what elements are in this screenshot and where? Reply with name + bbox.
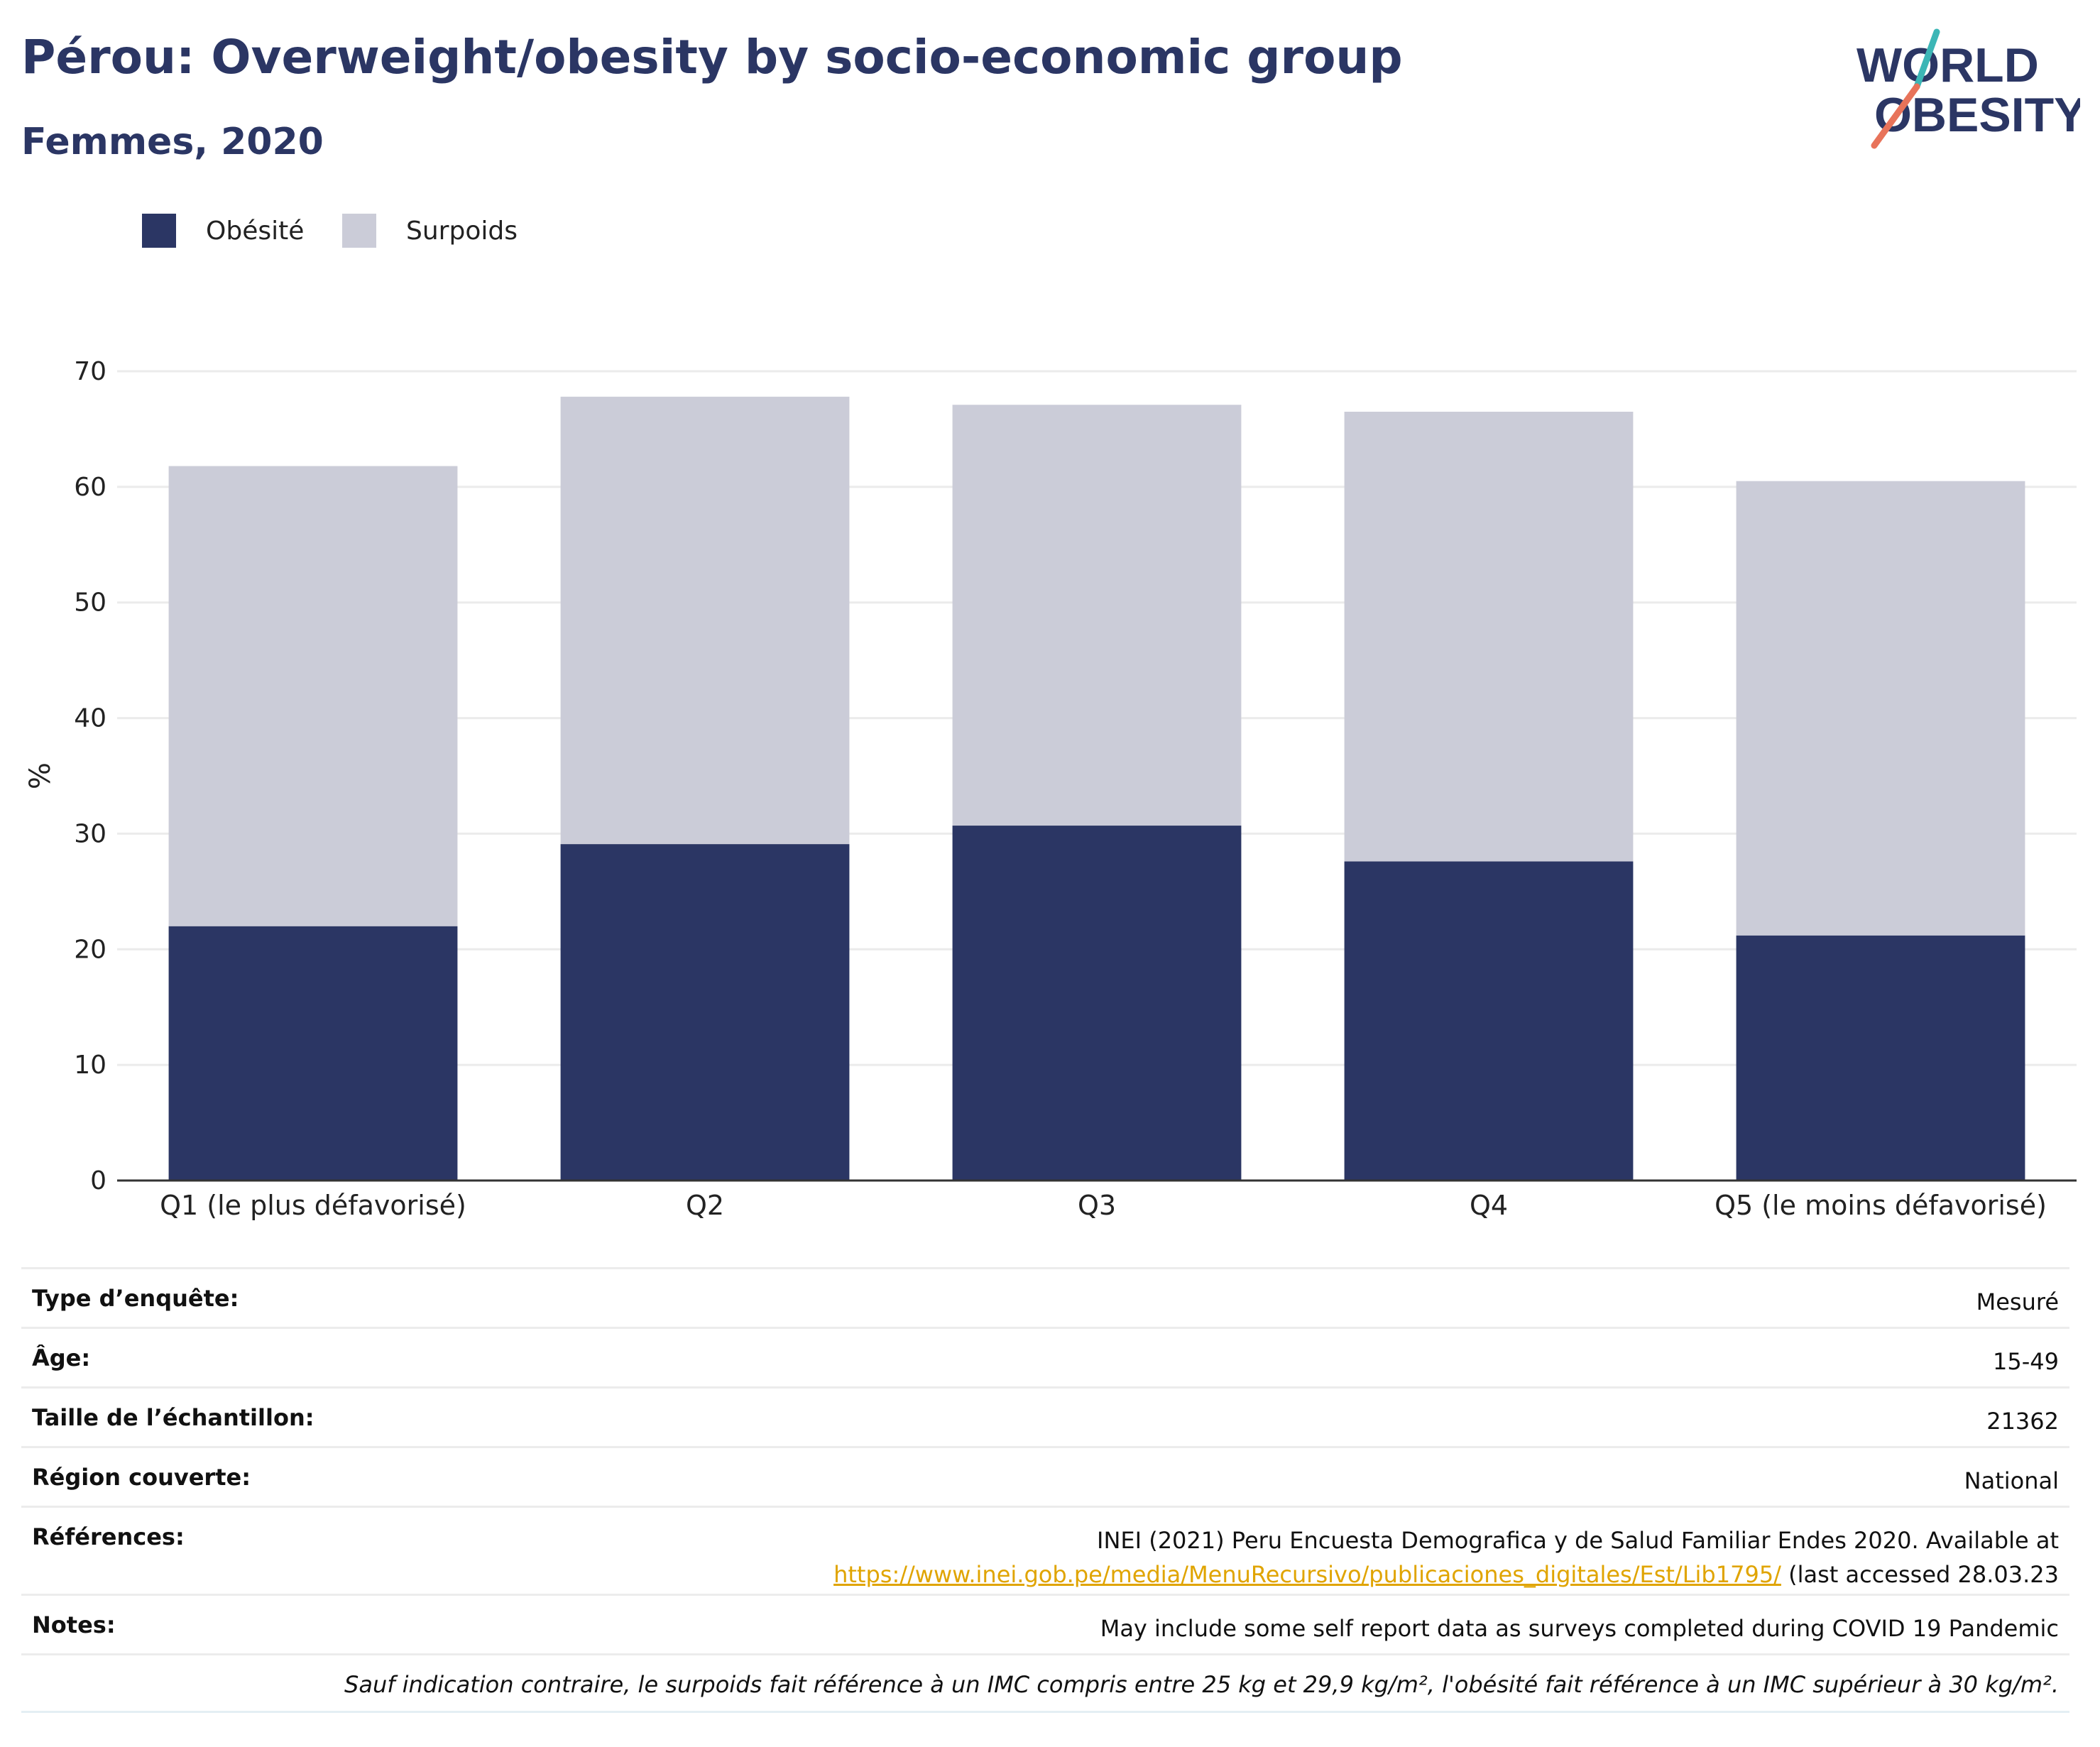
y-tick-label: 10: [74, 1051, 106, 1080]
x-tick-label: Q2: [686, 1190, 724, 1221]
meta-row-survey-type: Type d’enquête: Mesuré: [21, 1267, 2069, 1327]
bar-overweight: [168, 466, 458, 926]
bar-obesity: [168, 926, 458, 1181]
legend-label-overweight: Surpoids: [406, 216, 518, 246]
legend-label-obesity: Obésité: [206, 216, 305, 246]
y-tick-label: 40: [74, 704, 106, 733]
world-obesity-logo: WORLD OBESITY: [1856, 28, 2080, 149]
meta-value-references: INEI (2021) Peru Encuesta Demografica y …: [833, 1523, 2059, 1592]
meta-row-region: Région couverte: National: [21, 1446, 2069, 1506]
meta-row-references: Références: INEI (2021) Peru Encuesta De…: [21, 1506, 2069, 1594]
y-tick-label: 60: [74, 473, 106, 502]
y-tick-label: 30: [74, 819, 106, 848]
legend-swatch-overweight: [342, 214, 376, 248]
reference-line-2: https://www.inei.gob.pe/media/MenuRecurs…: [833, 1557, 2059, 1592]
meta-label-notes: Notes:: [32, 1611, 116, 1638]
y-tick-label: 0: [90, 1166, 106, 1195]
meta-label-references: Références:: [32, 1523, 185, 1550]
bar-obesity: [1344, 861, 1634, 1181]
y-tick-label: 20: [74, 935, 106, 964]
meta-row-notes: Notes: May include some self report data…: [21, 1594, 2069, 1653]
chart-title: Pérou: Overweight/obesity by socio-econo…: [21, 30, 1403, 84]
stacked-bar-chart: 0 10 20 30 40 50 60 70% Q1 (le plus défavorisé) Q…: [24, 357, 2077, 1221]
legend-item-overweight[interactable]: Surpoids: [342, 209, 518, 252]
meta-row-footnote: Sauf indication contraire, le surpoids f…: [21, 1653, 2069, 1713]
chart-subtitle: Femmes, 2020: [21, 121, 324, 163]
reference-link[interactable]: https://www.inei.gob.pe/media/MenuRecurs…: [833, 1561, 1781, 1588]
meta-label-age: Âge:: [32, 1345, 91, 1371]
x-tick-label: Q3: [1078, 1190, 1116, 1221]
bar-obesity: [1736, 935, 2025, 1181]
bar-obesity: [560, 844, 850, 1181]
legend-item-obesity[interactable]: Obésité: [142, 209, 304, 252]
meta-value-notes: May include some self report data as sur…: [1100, 1615, 2059, 1642]
y-axis-label: %: [24, 762, 57, 789]
y-tick-label: 50: [74, 588, 106, 618]
meta-label-region: Région couverte:: [32, 1464, 251, 1491]
meta-label-sample-size: Taille de l’échantillon:: [32, 1404, 315, 1431]
bar-obesity: [952, 826, 1242, 1181]
footnote-text: Sauf indication contraire, le surpoids f…: [344, 1671, 2059, 1698]
reference-text: INEI (2021) Peru Encuesta Demografica y …: [1097, 1527, 2059, 1554]
bar-overweight: [1736, 481, 2025, 936]
metadata-table: Type d’enquête: Mesuré Âge: 15-49 Taille…: [21, 1267, 2069, 1713]
y-tick-label: 70: [74, 357, 106, 386]
bar-overweight: [560, 396, 850, 845]
legend-swatch-obesity: [142, 214, 176, 248]
bar-overweight: [1344, 412, 1634, 862]
bar-overweight: [952, 405, 1242, 826]
meta-value-sample-size: 21362: [1986, 1408, 2059, 1435]
x-tick-label: Q5 (le moins défavorisé): [1715, 1190, 2047, 1221]
x-tick-label: Q1 (le plus défavorisé): [160, 1190, 466, 1221]
logo-slash-coral: [1871, 83, 1920, 149]
logo-slash-teal: [1913, 28, 1940, 90]
meta-value-age: 15-49: [1993, 1348, 2059, 1375]
x-tick-label: Q4: [1470, 1190, 1508, 1221]
logo-text-obesity: OBESITY: [1874, 88, 2080, 142]
meta-label-survey-type: Type d’enquête:: [32, 1285, 239, 1312]
logo-text-world: WORLD: [1856, 38, 2039, 92]
meta-row-age: Âge: 15-49: [21, 1327, 2069, 1386]
meta-value-region: National: [1964, 1467, 2059, 1494]
meta-row-sample-size: Taille de l’échantillon: 21362: [21, 1386, 2069, 1446]
reference-access-note: (last accessed 28.03.23: [1781, 1561, 2059, 1588]
meta-value-survey-type: Mesuré: [1976, 1288, 2059, 1315]
